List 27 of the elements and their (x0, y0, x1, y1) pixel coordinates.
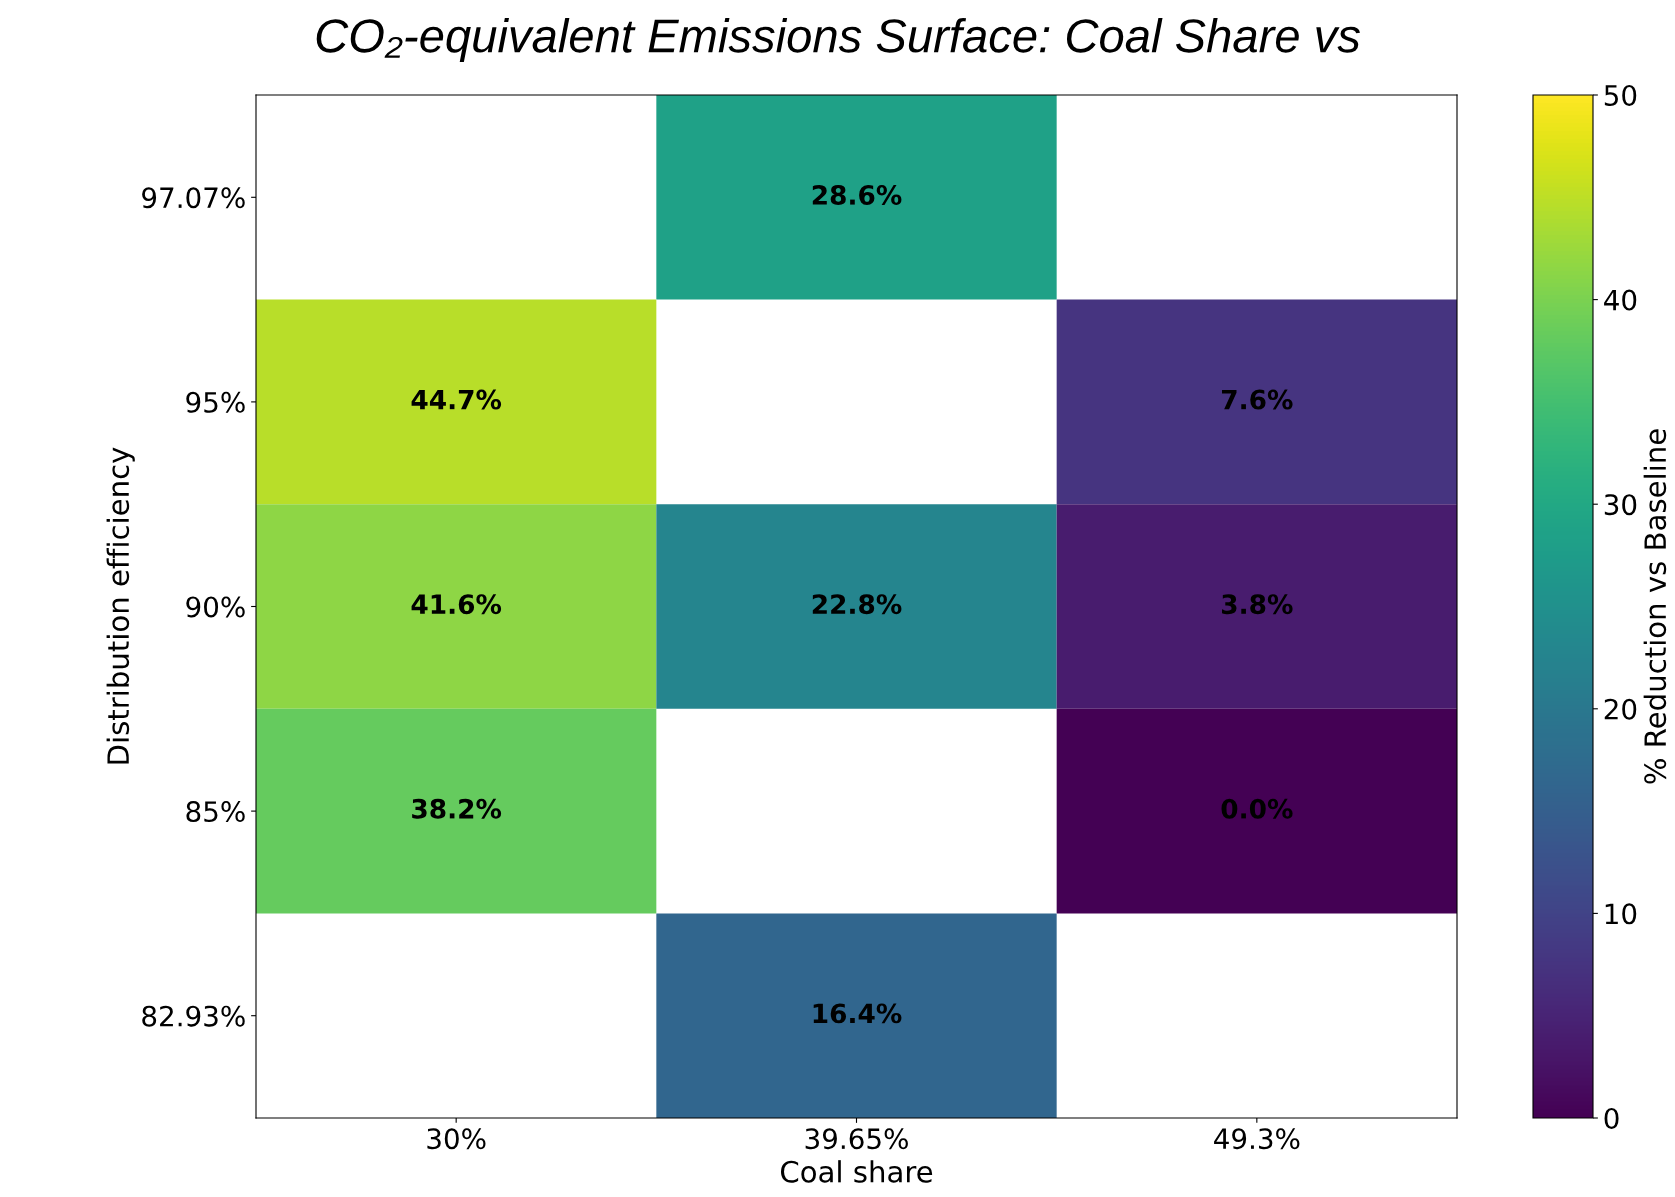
color-bar-label: 50 (1604, 84, 1637, 106)
x-tick-label: 49.3% (1214, 1128, 1300, 1150)
data-label: 16.4% (813, 1003, 902, 1024)
color-bar-label: 0 (1604, 1107, 1619, 1129)
data-label: 38.2% (412, 798, 502, 819)
x-tick-label: 39.65% (805, 1128, 908, 1150)
data-label: 28.6% (812, 185, 902, 205)
data-label: 3.8% (1222, 594, 1293, 615)
color-bar-label: 40 (1604, 289, 1637, 311)
y-tick-label: 97.07% (142, 187, 245, 209)
x-axis-title: Coal share (780, 1160, 933, 1183)
data-label: 7.6% (1222, 389, 1293, 410)
color-bar-label: 30 (1604, 494, 1637, 516)
y-axis-title: Distribution efficiency (106, 447, 135, 764)
data-label: 44.7% (411, 389, 502, 410)
y-tick-label: 95% (186, 391, 245, 413)
y-tick-label: 82.93% (142, 1005, 245, 1027)
y-tick-label: 85% (186, 801, 245, 823)
data-label: 0.0% (1221, 798, 1293, 819)
color-bar-label: 10 (1605, 903, 1637, 925)
x-tick-label: 30% (427, 1128, 486, 1150)
data-label: 41.6% (411, 594, 502, 615)
chart-title: CO₂-equivalent Emissions Surface: Coal Share vs (316, 17, 1360, 62)
y-tick-label: 90% (186, 596, 245, 618)
data-label: 22.8% (812, 594, 902, 615)
color-bar-label: 20 (1604, 698, 1637, 720)
color-bar-title: % Reduction vs Baseline (1643, 429, 1667, 784)
